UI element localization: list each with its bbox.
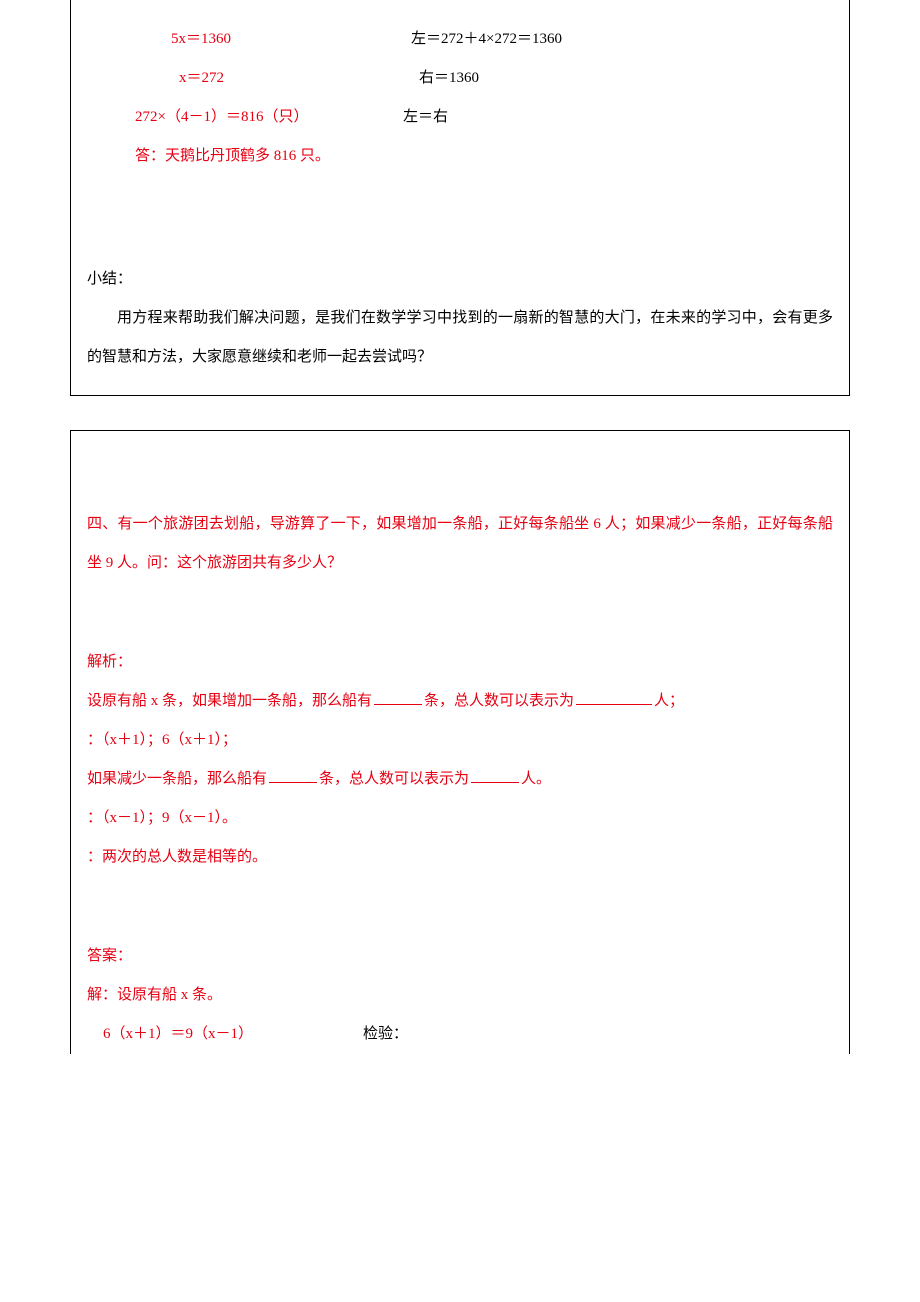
analysis-blank-line: 如果减少一条船，那么船有 条，总人数可以表示为 人。	[87, 760, 833, 799]
summary-title: 小结：	[87, 260, 833, 299]
answer-line: 答：天鹅比丹顶鹤多 816 只。	[87, 137, 833, 176]
analysis-text-part: 条，总人数可以表示为	[424, 693, 574, 709]
content-box-upper: 5x＝1360 左＝272＋4×272＝1360 x＝272 右＝1360 27…	[70, 0, 850, 396]
blank-field	[269, 767, 317, 783]
equation-row: 272×（4－1）＝816（只） 左＝右	[87, 98, 833, 137]
analysis-text-part: 人；	[654, 693, 684, 709]
content-box-lower: 四、有一个旅游团去划船，导游算了一下，如果增加一条船，正好每条船坐 6 人；如果…	[70, 430, 850, 1054]
equation-left: 272×（4－1）＝816（只）	[135, 98, 403, 137]
analysis-text-part: 人。	[521, 771, 551, 787]
analysis-blank-line: 设原有船 x 条，如果增加一条船，那么船有 条，总人数可以表示为 人；	[87, 682, 833, 721]
solution-set-line: 解：设原有船 x 条。	[87, 976, 833, 1015]
blank-field	[471, 767, 519, 783]
question-text: 四、有一个旅游团去划船，导游算了一下，如果增加一条船，正好每条船坐 6 人；如果…	[87, 505, 833, 583]
equation-right: 左＝右	[403, 98, 833, 137]
analysis-detail: ：（x＋1）；6（x＋1）；	[87, 721, 833, 760]
equation-right: 左＝272＋4×272＝1360	[411, 20, 833, 59]
analysis-text-part: 如果减少一条船，那么船有	[87, 771, 267, 787]
analysis-text-part: 条，总人数可以表示为	[319, 771, 469, 787]
equation-left: 5x＝1360	[171, 20, 411, 59]
equation-check-row: 6（x＋1）＝9（x－1） 检验：	[87, 1015, 833, 1054]
analysis-detail: ：（x－1）；9（x－1）。	[87, 799, 833, 838]
analysis-detail: ：两次的总人数是相等的。	[87, 838, 833, 877]
blank-field	[576, 689, 652, 705]
check-label: 检验：	[363, 1015, 833, 1054]
equation-left: x＝272	[171, 59, 419, 98]
equation-right: 右＝1360	[419, 59, 833, 98]
equation-row: x＝272 右＝1360	[87, 59, 833, 98]
equation-row: 5x＝1360 左＝272＋4×272＝1360	[87, 20, 833, 59]
blank-field	[374, 689, 422, 705]
analysis-text-part: 设原有船 x 条，如果增加一条船，那么船有	[87, 693, 372, 709]
analysis-title: 解析：	[87, 643, 833, 682]
equation-left: 6（x＋1）＝9（x－1）	[87, 1015, 363, 1054]
summary-text: 用方程来帮助我们解决问题，是我们在数学学习中找到的一扇新的智慧的大门，在未来的学…	[87, 299, 833, 377]
answer-title: 答案：	[87, 937, 833, 976]
